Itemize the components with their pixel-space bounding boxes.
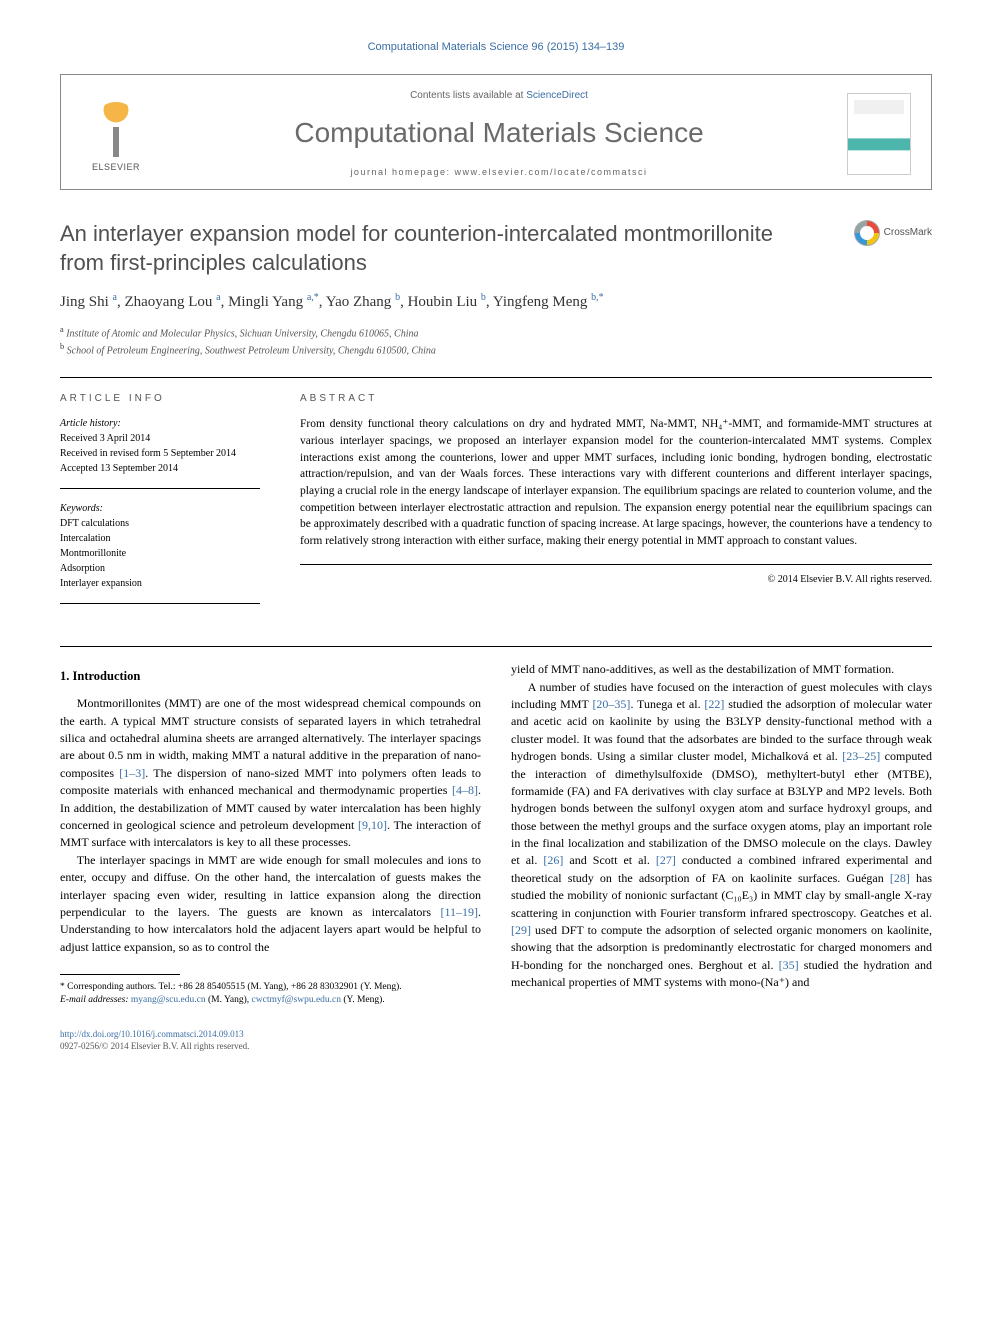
doi-footer: http://dx.doi.org/10.1016/j.commatsci.20… [60, 1028, 932, 1053]
citation-link[interactable]: [22] [704, 697, 724, 711]
issn-copyright: 0927-0256/© 2014 Elsevier B.V. All right… [60, 1041, 249, 1051]
body-paragraph: yield of MMT nano-additives, as well as … [511, 661, 932, 678]
email-addresses: E-mail addresses: myang@scu.edu.cn (M. Y… [60, 994, 481, 1007]
citation-link[interactable]: [11–19] [440, 905, 478, 919]
homepage-prefix: journal homepage: [350, 167, 454, 177]
doi-link[interactable]: http://dx.doi.org/10.1016/j.commatsci.20… [60, 1029, 244, 1039]
abstract-text: From density functional theory calculati… [300, 416, 932, 564]
body-paragraph: A number of studies have focused on the … [511, 679, 932, 992]
history-revised: Received in revised form 5 September 201… [60, 446, 260, 461]
footnote-separator [60, 974, 180, 975]
journal-title: Computational Materials Science [151, 113, 847, 154]
email-link[interactable]: myang@scu.edu.cn [131, 995, 206, 1005]
journal-header: ELSEVIER Contents lists available at Sci… [60, 74, 932, 190]
elsevier-logo: ELSEVIER [81, 94, 151, 174]
citation-link[interactable]: [23–25] [842, 749, 880, 763]
body-paragraph: Montmorillonites (MMT) are one of the mo… [60, 695, 481, 852]
keyword: Montmorillonite [60, 546, 260, 561]
history-accepted: Accepted 13 September 2014 [60, 461, 260, 476]
journal-cover-thumbnail [847, 93, 911, 175]
horizontal-rule [60, 646, 932, 647]
body-paragraph: The interlayer spacings in MMT are wide … [60, 852, 481, 956]
citation-link[interactable]: [27] [656, 853, 676, 867]
crossmark-icon [854, 220, 880, 246]
elsevier-label: ELSEVIER [92, 161, 140, 174]
abstract-heading: ABSTRACT [300, 392, 932, 407]
citation-link[interactable]: [1–3] [119, 766, 145, 780]
footnotes: * Corresponding authors. Tel.: +86 28 85… [60, 981, 481, 1008]
journal-reference: Computational Materials Science 96 (2015… [60, 40, 932, 56]
keyword: Adsorption [60, 561, 260, 576]
sciencedirect-link[interactable]: ScienceDirect [526, 90, 588, 101]
keyword: Intercalation [60, 531, 260, 546]
affiliations: a Institute of Atomic and Molecular Phys… [60, 324, 932, 359]
abstract-column: ABSTRACT From density functional theory … [300, 392, 932, 617]
body-two-column: 1. Introduction Montmorillonites (MMT) a… [60, 661, 932, 1008]
copyright-line: © 2014 Elsevier B.V. All rights reserved… [300, 573, 932, 588]
citation-link[interactable]: [4–8] [452, 783, 478, 797]
contents-list-line: Contents lists available at ScienceDirec… [151, 89, 847, 104]
author-list: Jing Shi a, Zhaoyang Lou a, Mingli Yang … [60, 291, 932, 314]
article-info-heading: ARTICLE INFO [60, 392, 260, 407]
section-heading-introduction: 1. Introduction [60, 667, 481, 685]
contents-prefix: Contents lists available at [410, 90, 526, 101]
corresponding-author-note: * Corresponding authors. Tel.: +86 28 85… [60, 981, 481, 994]
citation-link[interactable]: [20–35] [592, 697, 630, 711]
keywords-block: Keywords: DFT calculations Intercalation… [60, 501, 260, 604]
horizontal-rule [60, 377, 932, 378]
crossmark-badge[interactable]: CrossMark [854, 220, 932, 246]
email-link[interactable]: cwctmyf@swpu.edu.cn [252, 995, 341, 1005]
keyword: DFT calculations [60, 516, 260, 531]
citation-link[interactable]: [35] [779, 958, 799, 972]
homepage-line: journal homepage: www.elsevier.com/locat… [151, 166, 847, 179]
crossmark-label: CrossMark [884, 226, 932, 241]
history-label: Article history: [60, 416, 260, 431]
citation-link[interactable]: [28] [890, 871, 910, 885]
article-history: Article history: Received 3 April 2014 R… [60, 416, 260, 489]
keyword: Interlayer expansion [60, 576, 260, 591]
article-info-column: ARTICLE INFO Article history: Received 3… [60, 392, 260, 617]
homepage-url[interactable]: www.elsevier.com/locate/commatsci [455, 167, 648, 177]
article-title: An interlayer expansion model for counte… [60, 220, 810, 277]
citation-link[interactable]: [26] [543, 853, 563, 867]
history-received: Received 3 April 2014 [60, 431, 260, 446]
citation-link[interactable]: [29] [511, 923, 531, 937]
keywords-label: Keywords: [60, 501, 260, 516]
elsevier-tree-icon [91, 102, 141, 157]
citation-link[interactable]: [9,10] [358, 818, 387, 832]
